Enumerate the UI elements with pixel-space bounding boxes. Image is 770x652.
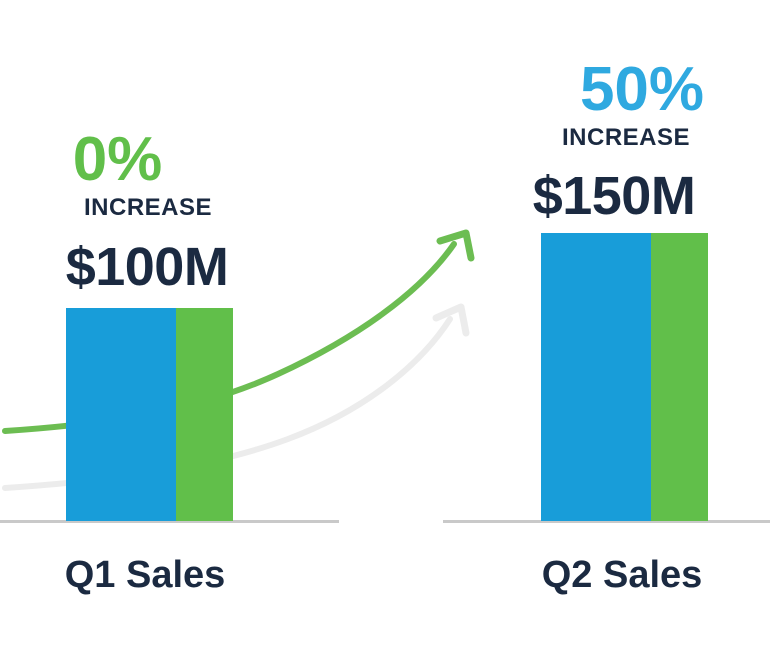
baseline-right-segment [443, 520, 770, 523]
baseline-left-segment [0, 520, 339, 523]
q2-bar-green-segment [651, 233, 708, 521]
q2-value-label: $150M [532, 166, 696, 226]
q2-percent-change: 50% [579, 55, 705, 124]
q1-value-label: $100M [65, 237, 229, 297]
q1-bar [66, 308, 233, 521]
q1-increase-label: INCREASE [83, 194, 213, 221]
q2-category-label: Q2 Sales [541, 554, 703, 596]
q1-category-label: Q1 Sales [64, 554, 226, 596]
q2-bar-blue-segment [541, 233, 652, 521]
q2-bar [541, 233, 708, 521]
q2-increase-label: INCREASE [561, 124, 691, 151]
q1-bar-green-segment [176, 308, 233, 521]
q1-percent-change: 0% [72, 125, 163, 194]
q1-bar-blue-segment [66, 308, 177, 521]
